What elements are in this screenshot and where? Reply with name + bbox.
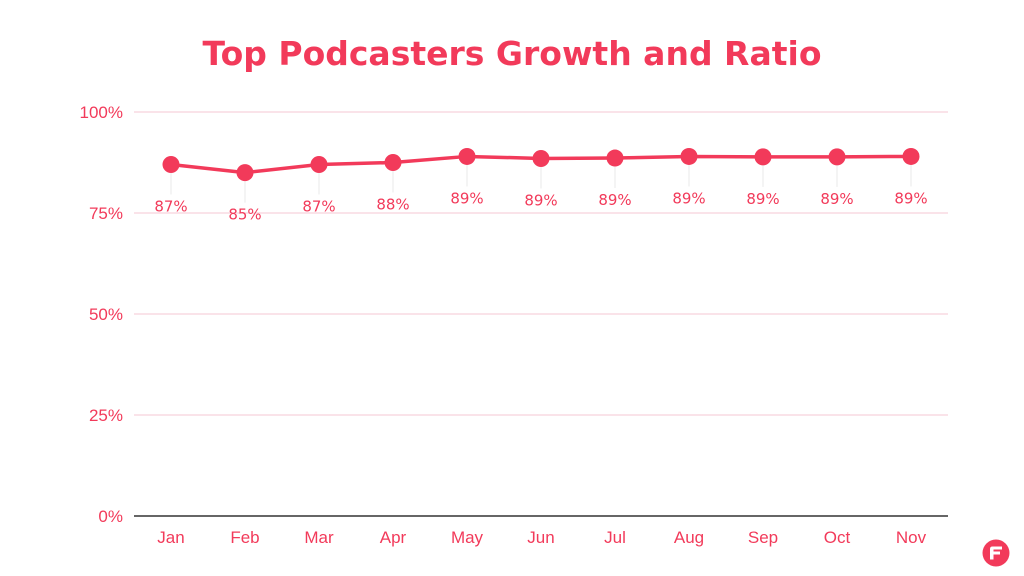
x-tick-label: Sep: [748, 528, 778, 547]
data-label: 89%: [524, 191, 557, 209]
x-tick-label: Feb: [230, 528, 259, 547]
x-tick-label: May: [451, 528, 484, 547]
data-label: 87%: [154, 198, 187, 216]
data-point: [236, 164, 254, 182]
data-point: [754, 148, 772, 166]
data-label: 89%: [672, 189, 705, 207]
data-label: 89%: [820, 190, 853, 208]
data-label: 89%: [894, 189, 927, 207]
data-point: [606, 149, 624, 167]
data-label: 89%: [450, 189, 483, 207]
y-tick-label: 0%: [98, 507, 123, 526]
data-point: [384, 154, 402, 171]
data-label: 89%: [598, 191, 631, 209]
x-tick-label: Jun: [527, 528, 554, 547]
data-point: [458, 147, 476, 165]
x-tick-label: Jan: [157, 528, 184, 547]
gridlines: [134, 111, 948, 517]
x-tick-label: Oct: [824, 528, 851, 547]
data-point: [828, 148, 846, 166]
x-tick-label: Apr: [380, 528, 407, 547]
x-axis-ticks: Jan Feb Mar Apr May Jun Jul Aug Sep Oct Nov: [157, 528, 926, 547]
series-line: [162, 147, 920, 203]
data-label: 89%: [746, 190, 779, 208]
data-point: [680, 147, 698, 165]
data-point: [310, 156, 328, 174]
data-point: [902, 147, 920, 165]
chart-title: Top Podcasters Growth and Ratio: [202, 34, 822, 73]
x-tick-label: Aug: [674, 528, 704, 547]
x-tick-label: Jul: [604, 528, 626, 547]
data-labels: 87% 85% 87% 88% 89% 89% 89% 89% 89% 89% 89%: [154, 189, 927, 223]
y-axis-ticks: 0% 25% 50% 75% 100%: [80, 103, 123, 526]
data-point: [162, 156, 180, 174]
data-label: 87%: [302, 198, 335, 216]
y-tick-label: 75%: [89, 204, 123, 223]
y-tick-label: 100%: [80, 103, 123, 122]
y-tick-label: 50%: [89, 305, 123, 324]
data-point: [532, 149, 550, 167]
data-label: 88%: [376, 196, 409, 214]
x-tick-label: Nov: [896, 528, 927, 547]
x-tick-label: Mar: [304, 528, 334, 547]
brand-logo-icon: [982, 539, 1010, 567]
y-tick-label: 25%: [89, 406, 123, 425]
data-label: 85%: [228, 206, 261, 224]
